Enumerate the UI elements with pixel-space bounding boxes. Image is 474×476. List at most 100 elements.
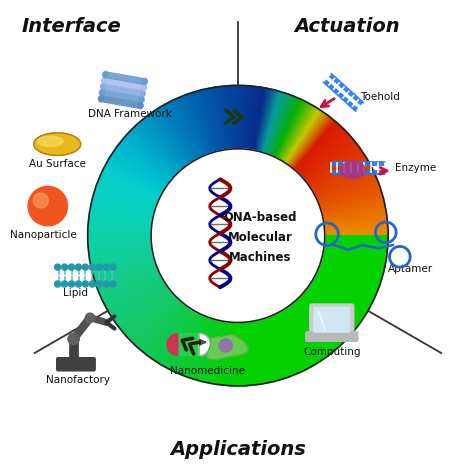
Wedge shape xyxy=(120,290,171,330)
Wedge shape xyxy=(89,218,152,227)
Wedge shape xyxy=(263,91,282,153)
Wedge shape xyxy=(284,108,319,162)
Wedge shape xyxy=(251,321,261,384)
Wedge shape xyxy=(308,146,359,185)
Wedge shape xyxy=(194,91,213,153)
Wedge shape xyxy=(95,189,155,209)
Wedge shape xyxy=(137,300,180,347)
Wedge shape xyxy=(256,320,270,383)
Wedge shape xyxy=(246,322,254,385)
Wedge shape xyxy=(230,322,234,386)
Wedge shape xyxy=(153,307,189,360)
Wedge shape xyxy=(323,253,385,267)
Wedge shape xyxy=(271,96,295,156)
Wedge shape xyxy=(154,307,190,361)
Wedge shape xyxy=(199,319,216,381)
Wedge shape xyxy=(213,87,224,150)
Wedge shape xyxy=(213,321,224,384)
Wedge shape xyxy=(136,125,179,172)
Wedge shape xyxy=(295,122,337,170)
Wedge shape xyxy=(310,152,363,188)
Wedge shape xyxy=(133,128,178,174)
Wedge shape xyxy=(318,269,377,294)
Wedge shape xyxy=(243,86,248,149)
Wedge shape xyxy=(152,307,189,359)
Text: Interface: Interface xyxy=(22,18,122,36)
Text: Nanomedicine: Nanomedicine xyxy=(170,366,245,376)
Wedge shape xyxy=(274,314,302,372)
Wedge shape xyxy=(302,135,350,178)
Wedge shape xyxy=(298,298,342,345)
Wedge shape xyxy=(164,311,196,367)
Wedge shape xyxy=(322,257,383,273)
Wedge shape xyxy=(273,315,299,373)
Wedge shape xyxy=(308,148,360,185)
Wedge shape xyxy=(313,279,368,312)
Wedge shape xyxy=(297,298,341,346)
Wedge shape xyxy=(125,293,173,335)
Wedge shape xyxy=(316,171,374,199)
Wedge shape xyxy=(158,309,192,364)
Wedge shape xyxy=(323,206,385,219)
Wedge shape xyxy=(110,281,164,315)
Wedge shape xyxy=(314,277,371,307)
Wedge shape xyxy=(319,182,379,205)
Wedge shape xyxy=(214,87,225,150)
Wedge shape xyxy=(325,238,388,241)
Wedge shape xyxy=(286,307,323,360)
Wedge shape xyxy=(189,93,210,154)
Wedge shape xyxy=(255,88,268,150)
Wedge shape xyxy=(300,130,346,175)
Wedge shape xyxy=(89,216,152,225)
Wedge shape xyxy=(317,175,376,201)
Wedge shape xyxy=(210,88,223,150)
Wedge shape xyxy=(317,272,374,299)
Wedge shape xyxy=(135,298,179,346)
Wedge shape xyxy=(97,183,156,206)
Wedge shape xyxy=(183,317,207,376)
Wedge shape xyxy=(264,318,284,379)
Wedge shape xyxy=(92,256,154,272)
Wedge shape xyxy=(320,189,381,209)
Wedge shape xyxy=(324,218,387,227)
Ellipse shape xyxy=(141,84,146,91)
Wedge shape xyxy=(315,165,371,196)
Wedge shape xyxy=(315,275,372,305)
Wedge shape xyxy=(322,200,384,216)
Wedge shape xyxy=(163,105,195,160)
Wedge shape xyxy=(252,87,263,150)
Wedge shape xyxy=(91,206,153,219)
Wedge shape xyxy=(88,242,151,248)
Wedge shape xyxy=(90,249,152,260)
Wedge shape xyxy=(297,126,341,173)
Wedge shape xyxy=(119,289,170,329)
Wedge shape xyxy=(88,239,151,244)
Wedge shape xyxy=(311,156,366,190)
Wedge shape xyxy=(312,280,367,314)
Wedge shape xyxy=(307,288,359,326)
Wedge shape xyxy=(88,234,151,236)
Wedge shape xyxy=(231,322,235,386)
Wedge shape xyxy=(244,322,250,386)
Wedge shape xyxy=(172,100,201,158)
Wedge shape xyxy=(254,321,266,383)
Wedge shape xyxy=(285,109,321,163)
Wedge shape xyxy=(169,102,199,159)
Wedge shape xyxy=(177,315,203,373)
Wedge shape xyxy=(155,109,191,163)
Wedge shape xyxy=(248,322,257,385)
Wedge shape xyxy=(274,99,301,157)
Wedge shape xyxy=(315,276,371,306)
Wedge shape xyxy=(322,199,384,215)
Wedge shape xyxy=(282,106,315,161)
Wedge shape xyxy=(271,316,297,375)
Wedge shape xyxy=(288,307,325,359)
Ellipse shape xyxy=(102,78,107,84)
Wedge shape xyxy=(219,87,228,149)
Wedge shape xyxy=(97,265,156,288)
Wedge shape xyxy=(159,310,193,365)
Wedge shape xyxy=(111,282,165,317)
FancyBboxPatch shape xyxy=(310,304,354,336)
Wedge shape xyxy=(113,152,166,188)
Wedge shape xyxy=(159,107,193,162)
